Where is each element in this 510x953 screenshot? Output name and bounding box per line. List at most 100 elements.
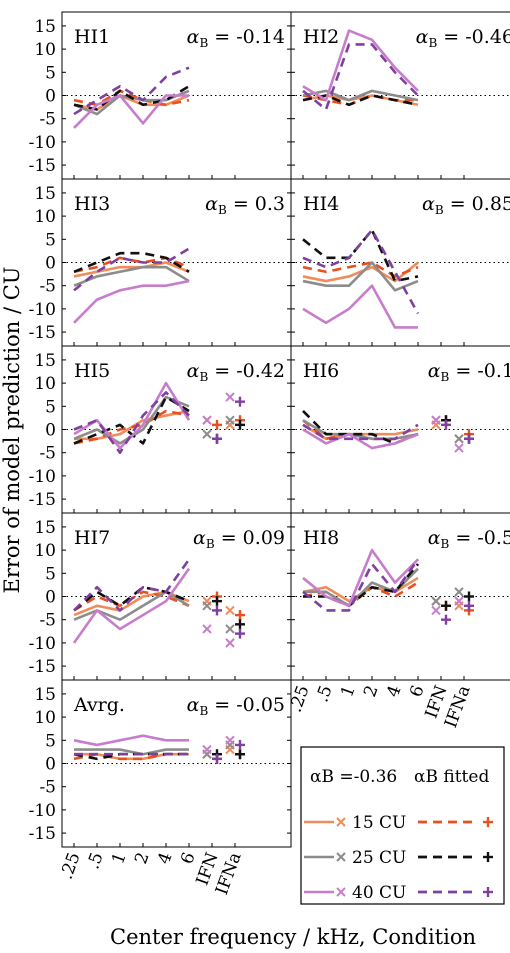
alpha-subscript: B	[435, 203, 444, 217]
alpha-value: = 0.85	[444, 193, 510, 215]
alpha-value: = 0.09	[215, 527, 285, 549]
y-tick-label: 0	[45, 421, 56, 441]
panel-hi8: HI8 αB = -0.5	[290, 512, 510, 681]
y-axis-label: Error of model prediction / CU	[0, 266, 24, 593]
panel-alpha: αB = 0.09	[193, 527, 285, 551]
y-tick-label: -10	[29, 467, 56, 487]
series-line-15cu-fitted	[302, 261, 419, 278]
panel-name: Avrg.	[73, 694, 125, 716]
x-tick-label: 4	[383, 683, 405, 700]
x-tick-label: 1	[108, 850, 130, 867]
y-tick-label: -15	[29, 657, 56, 677]
series-line-25cu-fitted	[73, 251, 190, 273]
series-line-25cu-fitted	[73, 85, 190, 111]
alpha-value: = -0.5	[449, 527, 510, 549]
marker-ifn-40-b	[202, 624, 212, 634]
y-tick-label: -5	[39, 444, 56, 464]
series-line-40cu-fitted	[302, 228, 420, 315]
y-tick-label: -5	[39, 611, 56, 631]
legend-label: 40 CU	[352, 883, 406, 903]
y-tick-label: -15	[29, 323, 56, 343]
legend-entry-40cu: 40 CU	[304, 883, 493, 903]
alpha-symbol: α	[428, 527, 441, 549]
series-line-40cu	[73, 734, 189, 747]
legend-x-b	[336, 852, 346, 862]
legend: αB =-0.36 αB fitted 15 CU 25 CU 40 CU	[300, 746, 505, 905]
y-tick-label: -5	[39, 778, 56, 798]
series-line-40cu	[73, 94, 189, 129]
series-line-25cu-fitted	[73, 585, 190, 612]
panel-alpha: αB = -0.5	[428, 527, 510, 551]
y-tick-label: 0	[45, 87, 56, 107]
series-line-15cu-fitted	[73, 256, 190, 274]
marker-ifna-40-b	[225, 638, 235, 648]
panel-alpha: αB = -0.42	[187, 360, 285, 384]
series-line-25cu-fitted	[302, 94, 419, 107]
alpha-symbol: α	[193, 527, 206, 549]
series-line-15cu-fitted	[302, 94, 418, 107]
y-tick-label: -15	[29, 490, 56, 510]
panel-name: HI4	[303, 193, 339, 215]
alpha-value: = -0.46	[437, 26, 510, 48]
series-line-40cu-fitted	[73, 391, 190, 454]
marker-ifna-40-b	[454, 443, 464, 453]
y-tick-label: 15	[34, 351, 56, 371]
alpha-subscript: B	[199, 36, 208, 50]
alpha-value: = -0.05	[208, 694, 285, 716]
x-axis-label: Center frequency / kHz, Condition	[110, 925, 476, 949]
panel-name: HI3	[74, 193, 110, 215]
marker-ifna-25-b	[225, 624, 235, 634]
marker-ifna-15-b	[225, 605, 235, 616]
series-line-25cu	[302, 261, 419, 292]
alpha-value: = 0.3	[227, 193, 285, 215]
panel-alpha: αB = -0.46	[416, 26, 510, 50]
marker-ifna-40-b	[454, 596, 464, 606]
marker-ifna-40-b	[225, 392, 235, 402]
legend-x-b	[336, 887, 346, 897]
panel-alpha: αB = -0.05	[187, 694, 285, 718]
series-line-25cu-fitted	[303, 563, 420, 608]
y-tick-label: 5	[45, 731, 56, 751]
y-tick-label: 15	[34, 184, 56, 204]
y-tick-label: -10	[29, 133, 56, 153]
y-tick-label: 10	[34, 541, 56, 561]
alpha-value: = -0.42	[208, 360, 285, 382]
legend-header-fixed: αB =-0.36	[310, 767, 397, 787]
x-tick-label: 6	[406, 683, 428, 700]
series-line-25cu	[302, 419, 419, 441]
x-tick-label: 1	[337, 683, 359, 700]
series-line-15cu-fitted	[73, 409, 190, 445]
y-tick-label: 5	[45, 564, 56, 584]
alpha-value: = -0.1	[449, 360, 510, 382]
series-line-40cu	[302, 284, 418, 329]
y-tick-label: 10	[34, 374, 56, 394]
marker-ifn-40-b	[431, 415, 441, 425]
y-tick-label: 10	[34, 708, 56, 728]
y-tick-label: -15	[29, 824, 56, 844]
panel-hi1: 15 10 5 0 -5 -10 -15 HI1 αB = -0.14	[29, 11, 292, 180]
x-tick-label: 6	[177, 850, 199, 867]
y-tick-label: -10	[29, 300, 56, 320]
marker-ifn-25-b	[431, 596, 441, 606]
series-line-40cu-fitted	[302, 558, 420, 612]
series-line-40cu	[302, 548, 419, 608]
alpha-symbol: α	[187, 26, 200, 48]
panel-hi2: HI2 αB = -0.46	[290, 11, 510, 180]
series-line-40cu-fitted	[302, 43, 419, 111]
alpha-symbol: α	[422, 193, 435, 215]
series-line-25cu	[302, 89, 419, 102]
series-line-25cu-fitted	[73, 395, 190, 445]
series-line-40cu-fitted	[73, 558, 191, 612]
panel-alpha: αB = 0.85	[422, 193, 510, 217]
marker-ifn-40-b	[202, 744, 212, 755]
panel-hi7: 15 10 5 0 -5 -10 -15 HI7 αB = 0.09	[29, 512, 292, 681]
panel-avrg: 15 10 5 0 -5 -10 -15 Avrg. αB = -0.05	[29, 679, 292, 848]
legend-entry-25cu: 25 CU	[304, 848, 493, 868]
marker-ifna-25-b	[225, 415, 235, 425]
legend-header-fitted: αB fitted	[414, 767, 489, 787]
panel-name: HI6	[303, 360, 339, 382]
alpha-subscript: B	[199, 704, 208, 718]
alpha-symbol: α	[428, 360, 441, 382]
x-tick-label: 2	[360, 683, 382, 700]
y-tick-label: -15	[29, 156, 56, 176]
